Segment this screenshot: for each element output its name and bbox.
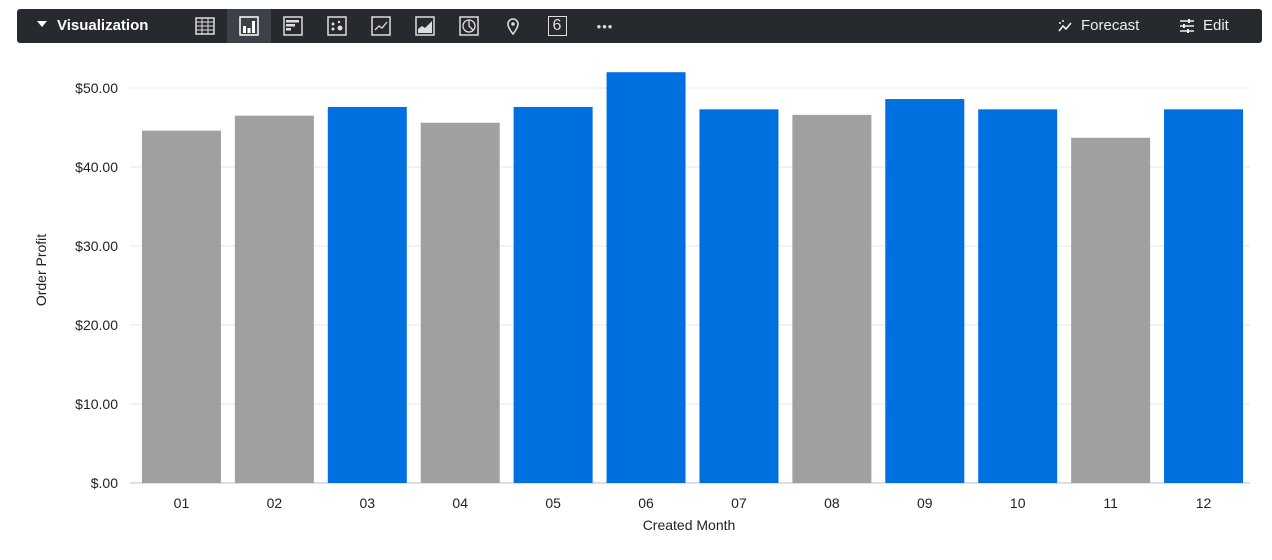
- scatter-icon[interactable]: [315, 9, 359, 43]
- y-tick-label: $30.00: [75, 238, 118, 254]
- visualization-toolbar: Visualization 6 ••• Forecast Edit: [17, 9, 1262, 43]
- y-tick-label: $10.00: [75, 396, 118, 412]
- table-icon[interactable]: [183, 9, 227, 43]
- visualization-title: Visualization: [57, 17, 149, 34]
- bar-01[interactable]: [141, 130, 221, 483]
- column-chart: 01 02 03 04 05 06 07 08 09 10 11 12 $.00 $10.00 $20.0…: [33, 72, 1250, 533]
- x-axis-label: Created Month: [643, 517, 736, 533]
- x-tick-label: 03: [360, 495, 376, 511]
- y-tick-label: $20.00: [75, 317, 118, 333]
- x-tick-label: 09: [917, 495, 933, 511]
- y-tick-label: $.00: [91, 475, 118, 491]
- x-tick-label: 08: [824, 495, 840, 511]
- visualization-toggle[interactable]: Visualization: [37, 9, 148, 43]
- edit-label: Edit: [1203, 17, 1229, 34]
- forecast-button[interactable]: Forecast: [1057, 9, 1139, 43]
- single-value-icon[interactable]: 6: [535, 9, 579, 43]
- bar-05[interactable]: [513, 106, 593, 484]
- area-chart-icon[interactable]: [403, 9, 447, 43]
- bar-06[interactable]: [606, 72, 686, 483]
- map-pin-icon[interactable]: [491, 9, 535, 43]
- x-tick-label: 04: [452, 495, 468, 511]
- line-chart-icon[interactable]: [359, 9, 403, 43]
- bar-11[interactable]: [1071, 137, 1151, 483]
- x-tick-label: 06: [638, 495, 654, 511]
- x-tick-label: 10: [1010, 495, 1026, 511]
- y-tick-label: $50.00: [75, 80, 118, 96]
- edit-button[interactable]: Edit: [1179, 9, 1229, 43]
- bar-07[interactable]: [699, 109, 779, 483]
- x-tick-label: 12: [1196, 495, 1212, 511]
- bar-10[interactable]: [978, 109, 1058, 483]
- bar-09[interactable]: [885, 99, 965, 483]
- x-tick-label: 11: [1103, 495, 1118, 511]
- bar-03[interactable]: [327, 106, 407, 484]
- single-value-glyph: 6: [547, 16, 567, 36]
- more-glyph: •••: [596, 18, 614, 34]
- x-tick-label: 05: [545, 495, 561, 511]
- bar-04[interactable]: [420, 122, 500, 483]
- forecast-label: Forecast: [1081, 17, 1140, 34]
- column-chart-icon[interactable]: [227, 9, 271, 43]
- bar-02[interactable]: [234, 115, 314, 484]
- x-tick-label: 02: [267, 495, 283, 511]
- bar-chart-icon[interactable]: [271, 9, 315, 43]
- bar-08[interactable]: [792, 114, 872, 484]
- y-axis-label: Order Profit: [33, 234, 49, 306]
- x-tick-label: 01: [174, 495, 190, 511]
- x-tick-label: 07: [731, 495, 747, 511]
- sliders-icon: [1180, 19, 1194, 33]
- bar-12[interactable]: [1164, 109, 1244, 483]
- y-tick-label: $40.00: [75, 159, 118, 175]
- forecast-icon: [1058, 20, 1072, 32]
- caret-down-icon: [37, 21, 47, 28]
- pie-chart-icon[interactable]: [447, 9, 491, 43]
- more-icon[interactable]: •••: [583, 9, 627, 43]
